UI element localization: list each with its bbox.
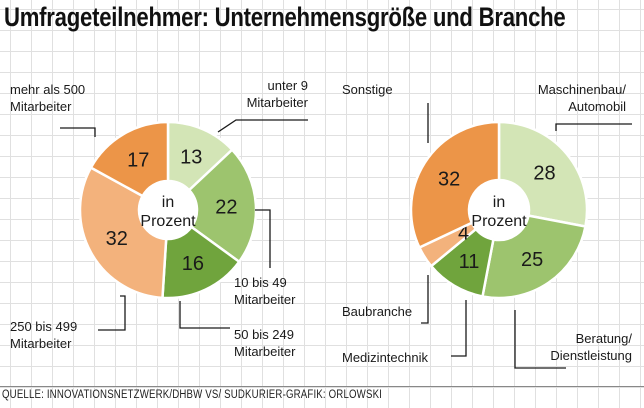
slice-value-label: 13: [180, 146, 202, 168]
slice-category-label: Dienstleistung: [550, 348, 632, 363]
slice-category-label: 250 bis 499: [10, 319, 77, 334]
slice-category-label: Mitarbeiter: [10, 336, 72, 351]
leader-line: [179, 301, 230, 329]
slice-category-label: Mitarbeiter: [234, 344, 296, 359]
slice-category-label: 10 bis 49: [234, 275, 287, 290]
slice-category-label: Baubranche: [342, 304, 412, 319]
pie-chart-2: 28 Maschinenbau/Automobil 25 Beratung/Diens…: [342, 82, 633, 369]
pie-slice: [78, 165, 168, 300]
center-unit-label: Prozent: [471, 213, 527, 230]
pie-slice: [481, 214, 587, 300]
center-unit-label: in: [162, 194, 174, 211]
center-unit-label: Prozent: [140, 213, 196, 230]
slice-category-label: unter 9: [268, 78, 308, 93]
slice-value-label: 25: [521, 249, 543, 271]
leader-line: [555, 123, 632, 131]
leader-line: [514, 310, 566, 369]
slice-category-label: Maschinenbau/: [538, 82, 627, 97]
slice-category-label: 50 bis 249: [234, 327, 294, 342]
donut-hole: [470, 181, 528, 239]
slice-value-label: 16: [182, 253, 204, 275]
slice-value-label: 32: [438, 168, 460, 190]
slice-value-label: 4: [458, 223, 469, 245]
slice-category-label: mehr als 500: [10, 82, 85, 97]
slice-value-label: 22: [215, 196, 237, 218]
pie-slice: [409, 120, 501, 250]
donut-hole: [140, 182, 196, 238]
pie-slice: [497, 120, 589, 228]
slice-category-label: Automobil: [568, 99, 626, 114]
leader-line: [60, 127, 96, 137]
pie-slice: [89, 120, 170, 198]
slice-category-label: Mitarbeiter: [234, 292, 296, 307]
slice-category-label: Mitarbeiter: [247, 95, 309, 110]
leader-line: [421, 275, 429, 324]
slice-category-label: Beratung/: [576, 331, 633, 346]
pie-chart-1: 13 unter 9 Mitarbeiter 22 10 bis 49 Mitarbeit…: [10, 78, 309, 359]
chart-title: Umfrageteilnehmer: Unternehmensgröße und…: [4, 2, 566, 32]
slice-category-label: Medizintechnik: [342, 350, 428, 365]
slice-category-label: Mitarbeiter: [10, 99, 72, 114]
divider: [0, 386, 644, 387]
slice-value-label: 17: [127, 150, 149, 172]
pie-slice: [161, 225, 241, 300]
slice-category-label: Sonstige: [342, 82, 393, 97]
leader-line: [217, 119, 308, 133]
center-unit-label: in: [493, 194, 505, 211]
source-credit: QUELLE: INNOVATIONSNETZWERK/DHBW VS/ SÜD…: [2, 389, 383, 401]
leader-line: [255, 209, 271, 268]
leader-line: [98, 295, 126, 331]
leader-line: [451, 300, 467, 357]
slice-value-label: 28: [533, 162, 555, 184]
pie-slice: [187, 147, 258, 264]
slice-value-label: 32: [106, 228, 128, 250]
slice-value-label: 11: [459, 251, 480, 273]
